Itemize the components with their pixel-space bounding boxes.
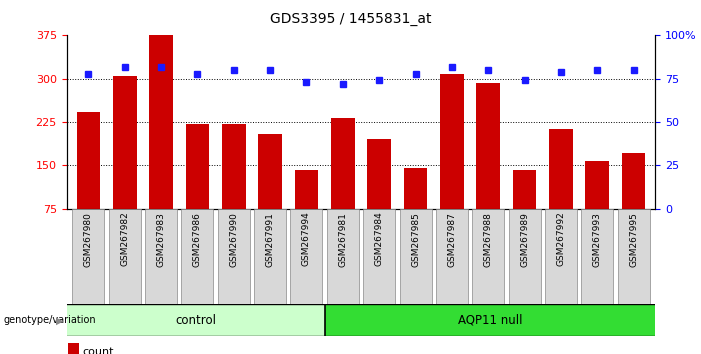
Bar (512, 170, 536, 209)
Bar (367, 139, 391, 209)
Text: GSM267983: GSM267983 (156, 212, 165, 267)
Text: GSM267992: GSM267992 (557, 212, 566, 267)
Text: AQP11 null: AQP11 null (458, 314, 522, 327)
Bar (325, 304, 655, 336)
Text: GSM267988: GSM267988 (484, 212, 493, 267)
FancyBboxPatch shape (400, 209, 432, 304)
FancyBboxPatch shape (290, 209, 322, 304)
Text: GSM267984: GSM267984 (375, 212, 383, 267)
FancyBboxPatch shape (363, 209, 395, 304)
Text: GSM267987: GSM267987 (447, 212, 456, 267)
FancyBboxPatch shape (545, 209, 577, 304)
Text: GSM267993: GSM267993 (593, 212, 601, 267)
Bar (259, 134, 282, 209)
FancyBboxPatch shape (218, 209, 250, 304)
Text: GSM267990: GSM267990 (229, 212, 238, 267)
Text: GSM267991: GSM267991 (266, 212, 275, 267)
FancyBboxPatch shape (509, 209, 540, 304)
Bar (404, 169, 428, 209)
Text: GSM267989: GSM267989 (520, 212, 529, 267)
Text: GSM267994: GSM267994 (302, 212, 311, 267)
Text: genotype/variation: genotype/variation (4, 315, 96, 325)
Bar (549, 129, 573, 209)
FancyBboxPatch shape (436, 209, 468, 304)
Text: GDS3395 / 1455831_at: GDS3395 / 1455831_at (270, 12, 431, 27)
FancyBboxPatch shape (254, 209, 286, 304)
FancyBboxPatch shape (327, 209, 359, 304)
Bar (331, 118, 355, 209)
Bar (186, 124, 210, 209)
FancyBboxPatch shape (145, 209, 177, 304)
Bar (69, 343, 79, 354)
Text: GSM267986: GSM267986 (193, 212, 202, 267)
Text: GSM267982: GSM267982 (121, 212, 129, 267)
Text: control: control (175, 314, 216, 327)
Text: GSM267980: GSM267980 (84, 212, 93, 267)
FancyBboxPatch shape (72, 209, 104, 304)
Bar (76, 112, 100, 209)
Bar (222, 124, 245, 209)
Bar (440, 74, 463, 209)
Bar (294, 170, 318, 209)
Text: GSM267995: GSM267995 (629, 212, 638, 267)
Text: GSM267981: GSM267981 (339, 212, 347, 267)
Text: GSM267985: GSM267985 (411, 212, 420, 267)
FancyBboxPatch shape (182, 209, 213, 304)
Text: count: count (83, 347, 114, 354)
Bar (67, 304, 325, 336)
FancyBboxPatch shape (581, 209, 613, 304)
Text: ▶: ▶ (55, 315, 63, 325)
Bar (113, 76, 137, 209)
FancyBboxPatch shape (472, 209, 504, 304)
Bar (477, 84, 500, 209)
FancyBboxPatch shape (618, 209, 650, 304)
Bar (622, 153, 646, 209)
Bar (149, 35, 173, 209)
FancyBboxPatch shape (109, 209, 141, 304)
Bar (585, 161, 609, 209)
